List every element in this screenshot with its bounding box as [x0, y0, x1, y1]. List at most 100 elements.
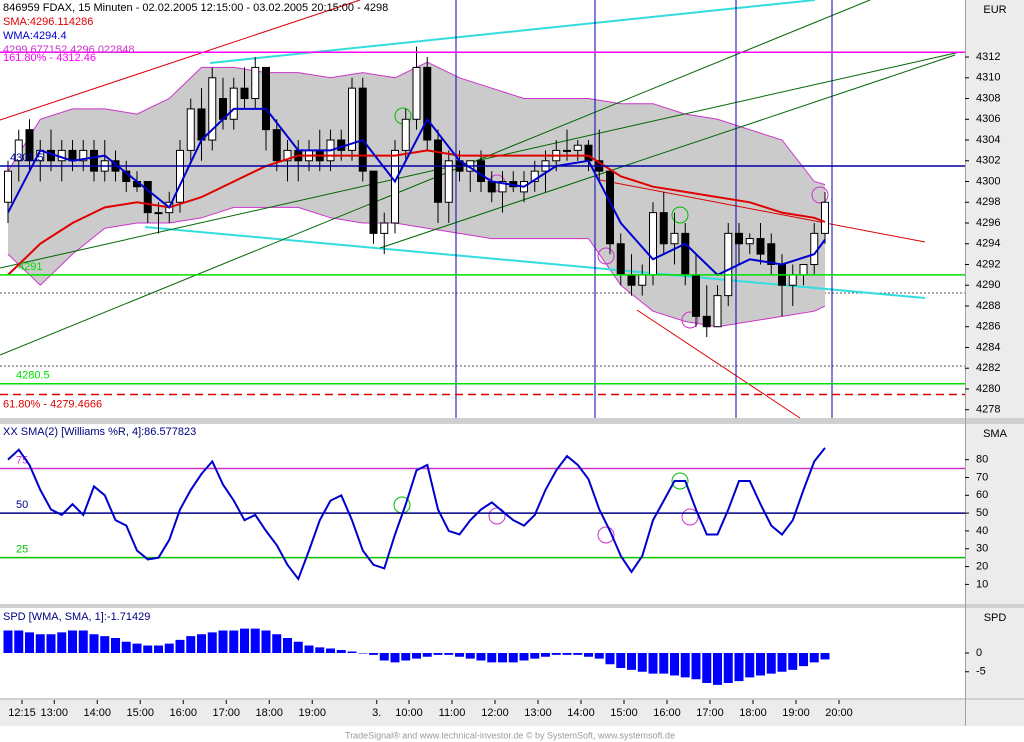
signal-circle — [597, 247, 615, 265]
bar — [25, 632, 34, 653]
candle-body — [735, 232, 743, 245]
bar — [46, 634, 56, 653]
x-axis-strip — [0, 700, 1024, 726]
x-tick-label: 16:00 — [653, 707, 681, 719]
level-label: 50 — [16, 499, 28, 511]
bar — [369, 653, 378, 655]
indicator-line — [7, 149, 826, 276]
bar — [401, 653, 411, 661]
bar — [89, 634, 99, 653]
candle-body — [659, 212, 668, 245]
bar — [240, 628, 249, 653]
bar — [637, 653, 647, 672]
bar — [605, 653, 615, 665]
candle-body — [788, 274, 797, 286]
bar — [680, 653, 690, 678]
candle-body — [584, 144, 593, 162]
bar — [283, 638, 292, 653]
candle-body — [638, 274, 647, 286]
signal-circle — [681, 508, 699, 526]
bar — [336, 650, 346, 653]
bar — [250, 628, 260, 653]
y-tick-label: 4310 — [976, 72, 1000, 84]
bar — [358, 653, 368, 654]
candle-body — [272, 129, 281, 162]
candle-body — [756, 238, 765, 255]
bar — [218, 630, 228, 653]
trend-line — [636, 309, 801, 419]
x-tick-label: 14:00 — [567, 707, 595, 719]
bar — [186, 636, 196, 653]
candle-body — [434, 139, 442, 203]
candle-body — [649, 212, 657, 276]
candle-body — [616, 243, 625, 276]
candle-body — [563, 149, 571, 152]
y-tick-label: 4290 — [976, 279, 1000, 291]
signal-circle — [671, 472, 689, 490]
x-tick-label: 12:15 — [8, 707, 36, 719]
chart-title: 846959 FDAX, 15 Minuten - 02.02.2005 12:… — [3, 2, 388, 14]
candle-body — [745, 238, 754, 245]
trend-line — [379, 54, 956, 249]
y-tick-label: 4312 — [976, 51, 1000, 63]
axis-column — [966, 0, 1024, 700]
candle-body — [240, 87, 249, 100]
y-tick-label: 20 — [976, 560, 988, 572]
bar — [648, 653, 658, 674]
bar — [111, 638, 120, 653]
candle-body — [821, 201, 829, 234]
x-tick-label: 18:00 — [739, 707, 767, 719]
bar — [304, 645, 314, 653]
axis-label: SMA — [983, 428, 1008, 440]
bar — [777, 653, 787, 672]
bar — [121, 641, 131, 653]
bar — [175, 639, 185, 653]
y-tick-label: 4284 — [976, 341, 1000, 353]
bar — [756, 653, 765, 676]
y-tick-label: 4282 — [976, 362, 1000, 374]
candle-body — [530, 170, 539, 183]
bar — [293, 641, 303, 653]
indicator-line — [7, 107, 826, 277]
legend-entry: SMA:4296.114286 — [3, 16, 93, 28]
y-tick-label: 10 — [976, 578, 988, 590]
candle-body — [4, 170, 12, 203]
pane-title: SPD [WMA, SMA, 1]:-1.71429 — [3, 611, 150, 623]
bar — [465, 653, 475, 659]
trend-line — [0, 0, 361, 121]
candle-body — [79, 149, 88, 162]
candle-body — [25, 129, 34, 162]
bar — [530, 653, 540, 659]
bar — [584, 653, 593, 657]
y-tick-label: 4306 — [976, 113, 1000, 125]
y-tick-label: 4296 — [976, 217, 1000, 229]
trend-line — [0, 51, 961, 269]
bar — [820, 653, 830, 660]
bar — [476, 653, 486, 661]
bar — [207, 632, 217, 653]
bar — [14, 630, 24, 653]
x-tick-label: 15:00 — [126, 707, 154, 719]
pane-separator — [0, 418, 1024, 424]
y-tick-label: 0 — [976, 647, 982, 659]
axis-label: EUR — [983, 4, 1006, 16]
bar — [57, 632, 67, 653]
candle-body — [412, 66, 421, 120]
candle-body — [283, 149, 292, 162]
bar — [412, 653, 421, 659]
y-tick-label: 4304 — [976, 134, 1000, 146]
bar — [35, 634, 45, 653]
bar — [68, 630, 77, 653]
bar — [809, 653, 819, 663]
x-tick-label: 12:00 — [481, 707, 509, 719]
candle-body — [401, 118, 410, 151]
candle-body — [251, 66, 260, 100]
bar — [487, 653, 497, 663]
legend-entry: 4299.677152 4296.022848 — [3, 44, 135, 56]
candle-body — [487, 181, 496, 193]
bar — [788, 653, 798, 670]
bar — [347, 651, 357, 653]
candle-body — [154, 212, 163, 215]
bar — [455, 653, 464, 657]
level-label: 25 — [16, 544, 28, 556]
